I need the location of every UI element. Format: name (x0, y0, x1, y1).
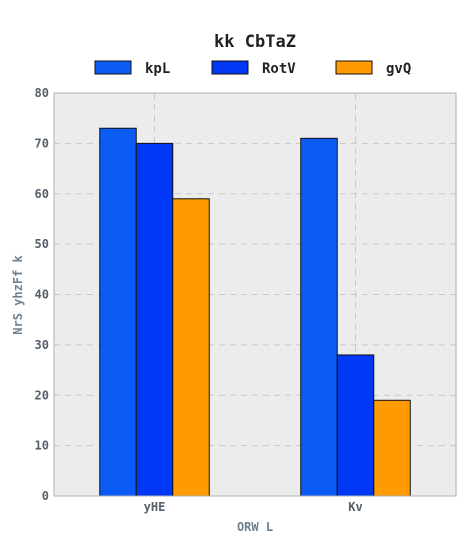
y-tick-label: 0 (42, 489, 49, 503)
legend-swatch (336, 61, 372, 74)
chart-title: kk CbTaZ (214, 32, 296, 52)
bar-RotV-yHE (136, 143, 173, 496)
y-tick-label: 30 (35, 338, 49, 352)
bar-kpL-Kv (301, 138, 338, 496)
legend-swatch (212, 61, 248, 74)
y-tick-label: 50 (35, 237, 49, 251)
legend-swatch (95, 61, 131, 74)
y-tick-label: 20 (35, 388, 49, 402)
y-tick-label: 10 (35, 439, 49, 453)
legend: kpL RotV gvQ (95, 61, 411, 77)
y-tick-label: 70 (35, 136, 49, 150)
y-tick-label: 60 (35, 187, 49, 201)
legend-label: RotV (262, 61, 296, 77)
y-axis-label: NrS yhzFf k (11, 254, 25, 334)
x-axis-label: ORW L (237, 520, 273, 534)
bar-gvQ-yHE (173, 199, 210, 496)
y-tick-label: 40 (35, 288, 49, 302)
bar-RotV-Kv (337, 355, 374, 496)
x-axis-ticks: yHE Kv (144, 500, 363, 514)
x-tick-label: Kv (348, 500, 362, 514)
y-tick-label: 80 (35, 86, 49, 100)
x-tick-label: yHE (144, 500, 166, 514)
y-axis-ticks: 0 10 20 30 40 50 60 70 80 (35, 86, 49, 503)
bar-kpL-yHE (100, 128, 137, 496)
bar-gvQ-Kv (374, 400, 411, 496)
legend-label: kpL (145, 61, 170, 77)
legend-label: gvQ (386, 61, 411, 77)
